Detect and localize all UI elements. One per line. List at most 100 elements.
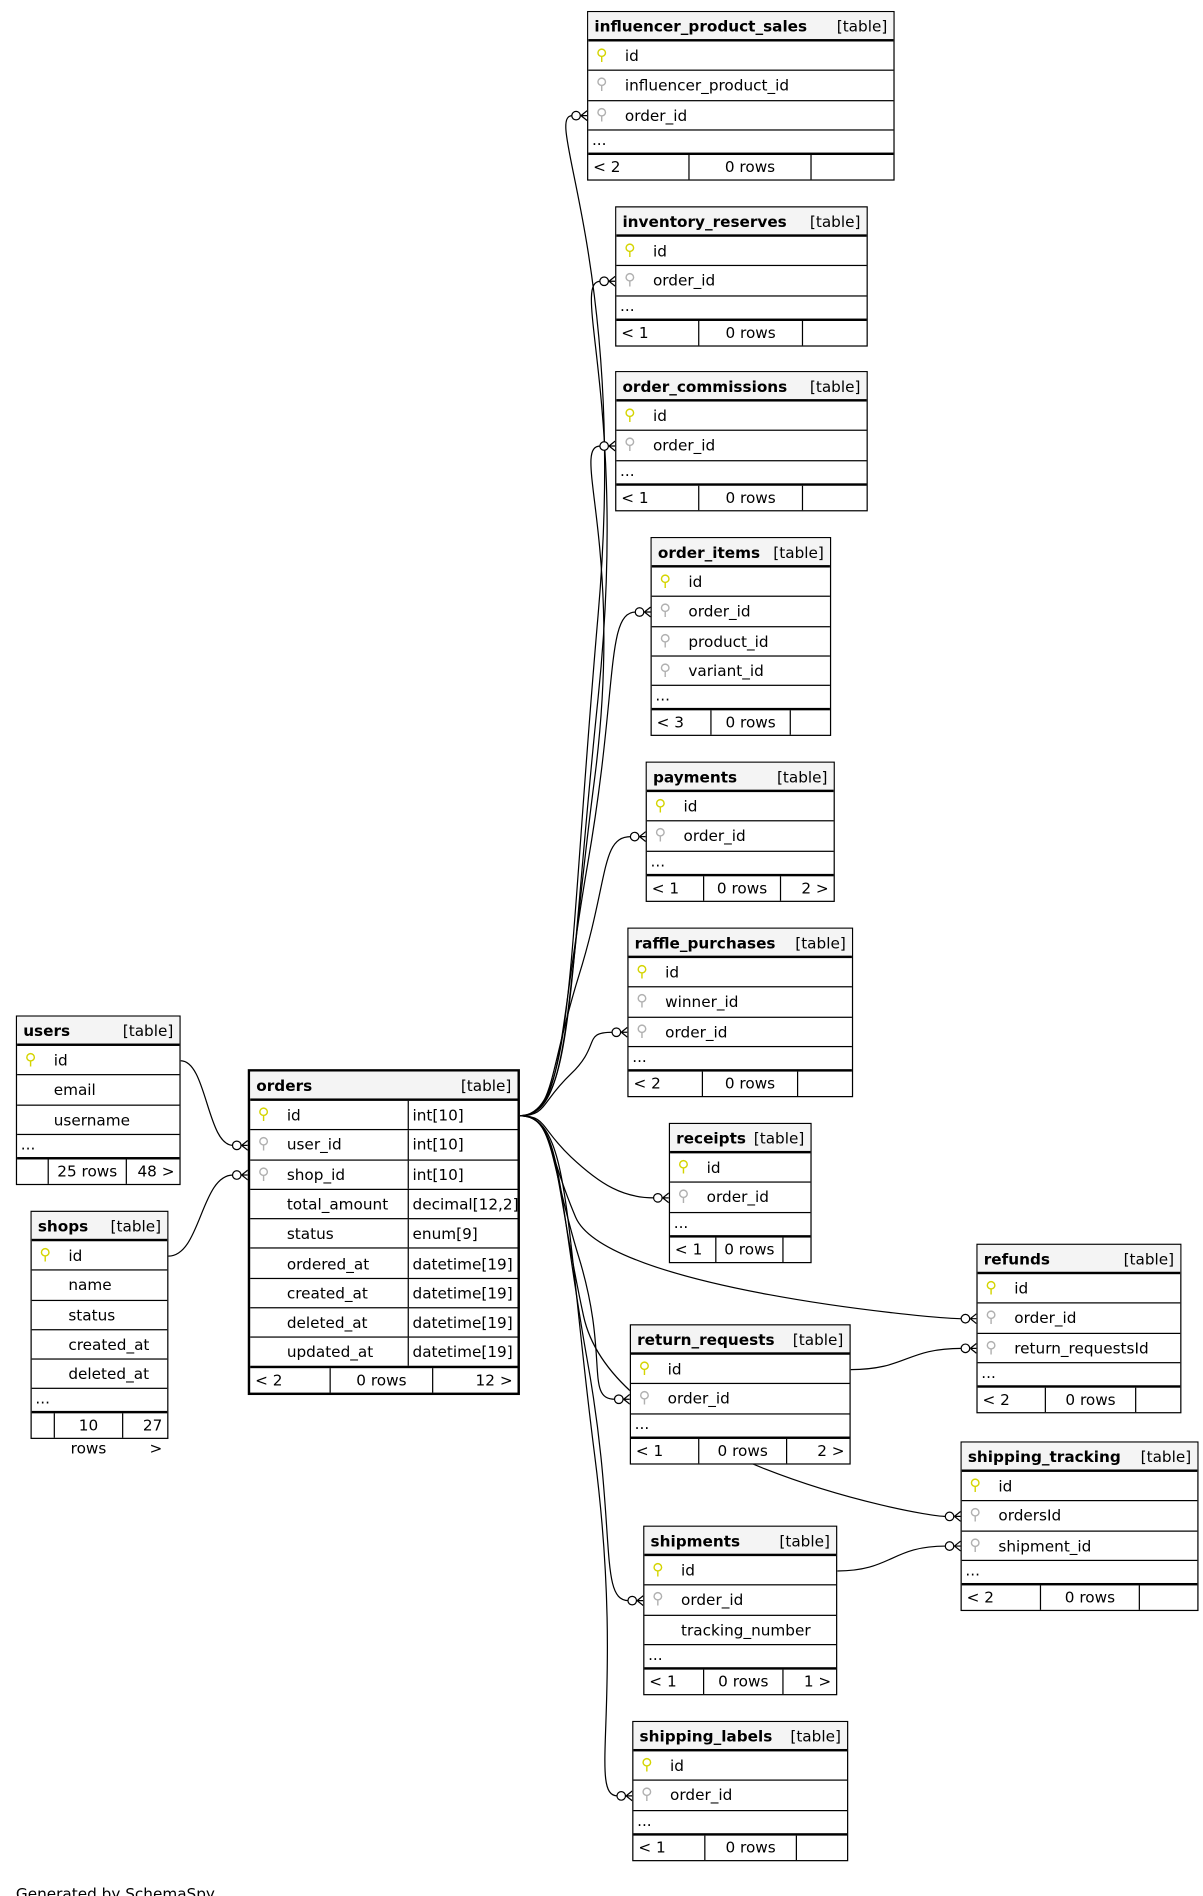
footer-children[interactable] [801,320,867,345]
column-row[interactable]: ⚲ id int[10] [250,1100,518,1131]
more-columns-indicator[interactable]: ... [646,851,834,876]
table-inventory-reserves[interactable]: inventory_reserves [table] ⚲ id ⚲ order_id...… [615,206,868,347]
column-row[interactable]: ⚲ order_id [628,1017,852,1048]
column-row[interactable]: ⚲ id [977,1274,1181,1304]
relationship-line[interactable] [519,445,605,1117]
footer-parents[interactable]: < 1 [651,878,680,897]
table-header[interactable]: return_requests [table] [630,1325,850,1355]
footer-children[interactable] [801,485,867,510]
column-row[interactable]: ⚲ id [616,402,867,432]
column-row[interactable]: ⚲ id [616,237,867,267]
footer-parents[interactable] [17,1159,48,1183]
column-row[interactable]: username [17,1105,180,1135]
footer-parents[interactable]: < 2 [255,1370,283,1389]
column-row[interactable]: ⚲ influencer_product_id [588,71,894,101]
footer-children[interactable] [789,710,830,735]
more-columns-indicator[interactable]: ... [616,296,867,321]
footer-parents[interactable]: < 1 [638,1837,666,1856]
table-header[interactable]: shipments [table] [644,1526,837,1557]
column-row[interactable]: ⚲ order_id [670,1183,811,1213]
column-row[interactable]: ⚲ order_id [588,101,894,131]
more-columns-indicator[interactable]: ... [670,1213,811,1238]
table-header[interactable]: users [table] [17,1016,180,1046]
column-row[interactable]: ⚲ id [17,1046,180,1076]
column-row[interactable]: ⚲ id [651,568,830,598]
table-payments[interactable]: payments [table] ⚲ id ⚲ order_id... < 1 0 rows 2… [645,761,835,902]
more-columns-indicator[interactable]: ... [644,1645,837,1670]
footer-children[interactable]: 1 > [782,1669,836,1694]
more-columns-indicator[interactable]: ... [977,1363,1181,1388]
table-header[interactable]: receipts [table] [670,1124,811,1154]
column-row[interactable]: ordered_at datetime[19] [250,1249,518,1279]
relationship-line[interactable] [850,1347,962,1371]
table-header[interactable]: influencer_product_sales [table] [588,12,894,42]
relationship-line[interactable] [180,1060,234,1146]
column-row[interactable]: ⚲ id [628,958,852,988]
footer-children[interactable]: 2 > [786,1438,849,1463]
relationship-line[interactable] [519,1115,618,1797]
column-row[interactable]: name [31,1271,168,1301]
column-row[interactable]: ⚲ id [633,1751,848,1782]
relationship-line[interactable] [519,1115,655,1199]
column-row[interactable]: deleted_at datetime[19] [250,1308,518,1339]
table-header[interactable]: refunds [table] [977,1244,1181,1275]
column-row[interactable]: ⚲ order_id [977,1304,1181,1334]
table-header[interactable]: inventory_reserves [table] [616,207,867,237]
column-row[interactable]: updated_at datetime[19] [250,1338,518,1368]
table-shipments[interactable]: shipments [table] ⚲ id ⚲ order_id tracking_num… [643,1525,838,1696]
table-return-requests[interactable]: return_requests [table] ⚲ id ⚲ order_id... < 1… [629,1324,851,1465]
footer-parents[interactable]: < 2 [982,1390,1010,1409]
more-columns-indicator[interactable]: ... [17,1135,180,1160]
table-receipts[interactable]: receipts [table] ⚲ id ⚲ order_id... < 1 0 rows [668,1122,812,1263]
column-row[interactable]: ⚲ user_id int[10] [250,1130,518,1161]
column-row[interactable]: ⚲ id [961,1472,1198,1502]
table-influencer-product-sales[interactable]: influencer_product_sales [table] ⚲ id ⚲ influ… [587,10,895,181]
column-row[interactable]: ⚲ order_id [616,266,867,297]
column-row[interactable]: ⚲ id [31,1241,168,1271]
footer-children[interactable] [810,154,893,180]
footer-children[interactable]: 48 > [125,1159,180,1184]
more-columns-indicator[interactable]: ... [961,1561,1198,1586]
footer-parents[interactable]: < 1 [674,1239,703,1258]
column-row[interactable]: ⚲ product_id [651,627,830,657]
table-header[interactable]: payments [table] [646,762,834,793]
table-shops[interactable]: shops [table] ⚲ id name status created_at delet… [30,1210,169,1458]
relationship-line[interactable] [519,611,636,1117]
relationship-line[interactable] [837,1545,946,1572]
column-row[interactable]: ⚲ order_id [651,597,830,627]
table-shipping-labels[interactable]: shipping_labels [table] ⚲ id ⚲ order_id... < 1… [632,1720,849,1861]
more-columns-indicator[interactable]: ... [628,1047,852,1072]
table-raffle-purchases[interactable]: raffle_purchases [table] ⚲ id ⚲ winner_id ⚲ ord… [627,927,854,1098]
more-columns-indicator[interactable]: ... [651,686,830,711]
relationship-line[interactable] [519,115,606,1117]
table-header[interactable]: orders [table] [250,1071,518,1101]
table-users[interactable]: users [table] ⚲ id email username... 25 rows 48… [15,1015,181,1185]
footer-children[interactable]: 27 > [122,1413,167,1458]
column-row[interactable]: ⚲ shipment_id [961,1531,1198,1561]
table-refunds[interactable]: refunds [table] ⚲ id ⚲ order_id ⚲ return_reques… [976,1243,1182,1414]
more-columns-indicator[interactable]: ... [31,1390,168,1414]
relationship-line[interactable] [168,1174,234,1257]
column-row[interactable]: ⚲ shop_id int[10] [250,1160,518,1190]
column-row[interactable]: tracking_number [644,1615,837,1646]
column-row[interactable]: ⚲ return_requestsId [977,1334,1181,1364]
column-row[interactable]: deleted_at [31,1360,168,1390]
footer-children[interactable]: 12 > [432,1367,517,1393]
column-row[interactable]: ⚲ id [630,1355,850,1385]
footer-parents[interactable]: < 2 [593,157,621,176]
footer-children[interactable] [795,1835,847,1860]
footer-children[interactable] [1135,1387,1180,1412]
footer-parents[interactable]: < 2 [633,1073,661,1093]
column-row[interactable]: created_at datetime[19] [250,1278,518,1309]
footer-parents[interactable]: < 1 [621,322,649,342]
more-columns-indicator[interactable]: ... [630,1414,850,1439]
footer-children[interactable]: 2 > [779,875,834,901]
table-order-commissions[interactable]: order_commissions [table] ⚲ id ⚲ order_id... <… [615,371,868,511]
column-row[interactable]: ⚲ order_id [646,822,834,852]
relationship-line[interactable] [519,280,608,1117]
footer-parents[interactable] [32,1414,54,1438]
table-orders[interactable]: orders [table] ⚲ id int[10] ⚲ user_id int[10] ⚲ s… [247,1069,520,1395]
column-row[interactable]: ⚲ id [588,41,894,72]
column-row[interactable]: ⚲ order_id [644,1586,837,1616]
column-row[interactable]: ⚲ id [646,792,834,822]
